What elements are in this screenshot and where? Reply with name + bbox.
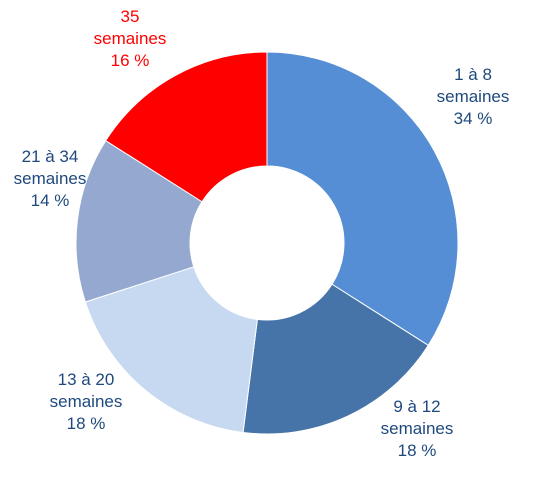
slice-label-2: 9 à 12 semaines 18 % bbox=[381, 397, 454, 460]
slice-label-3-line-1: 13 à 20 bbox=[58, 370, 115, 389]
slice-labels: 1 à 8 semaines 34 %9 à 12 semaines 18 %13 à … bbox=[14, 7, 510, 460]
donut-slice-1 bbox=[266, 51, 459, 347]
donut-slices bbox=[75, 51, 459, 435]
slice-label-4-line-3: 14 % bbox=[31, 191, 70, 210]
slice-label-5-line-2: semaines bbox=[94, 29, 167, 48]
slice-label-4-line-2: semaines bbox=[14, 169, 87, 188]
donut-slice-3 bbox=[84, 266, 258, 434]
donut-slice-5 bbox=[105, 51, 268, 203]
slice-label-5: 35 semaines 16 % bbox=[94, 7, 167, 70]
slice-label-3-line-3: 18 % bbox=[67, 414, 106, 433]
slice-label-2-line-1: 9 à 12 bbox=[393, 397, 440, 416]
slice-label-3: 13 à 20 semaines 18 % bbox=[50, 370, 123, 433]
slice-label-1-line-1: 1 à 8 bbox=[454, 65, 492, 84]
slice-label-4: 21 à 34 semaines 14 % bbox=[14, 147, 87, 210]
slice-label-3-line-2: semaines bbox=[50, 392, 123, 411]
slice-label-2-line-2: semaines bbox=[381, 419, 454, 438]
donut-slice-2 bbox=[242, 283, 429, 435]
slice-label-1: 1 à 8 semaines 34 % bbox=[437, 65, 510, 128]
slice-label-1-line-2: semaines bbox=[437, 87, 510, 106]
slice-label-2-line-3: 18 % bbox=[398, 441, 437, 460]
slice-label-5-line-1: 35 bbox=[121, 7, 140, 26]
slice-label-4-line-1: 21 à 34 bbox=[22, 147, 79, 166]
donut-slice-4 bbox=[75, 139, 203, 303]
slice-label-5-line-3: 16 % bbox=[111, 51, 150, 70]
slice-label-1-line-3: 34 % bbox=[454, 109, 493, 128]
